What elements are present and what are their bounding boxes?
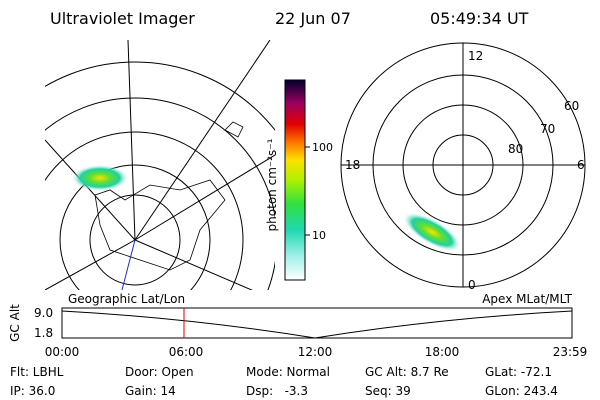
polar-label: Apex MLat/MLT [482, 292, 572, 306]
status: Flt: LBHL Door: Open Mode: Normal GC Alt: 8… [10, 365, 558, 398]
timeline-axis-label: GC Alt [8, 304, 22, 342]
timeline-y-label: 1.8 [34, 326, 53, 340]
status-field: GC Alt: 8.7 Re [365, 365, 449, 379]
status-field: Gain: 14 [125, 384, 176, 398]
mlat-label: 70 [540, 122, 555, 136]
status-field: Flt: LBHL [10, 365, 64, 379]
altitude-curve [61, 310, 573, 339]
geo-label: Geographic Lat/Lon [68, 292, 185, 306]
colorbar-tick-label: 10 [312, 229, 326, 242]
mlat-label: 80 [508, 142, 523, 156]
colorbar-tick-label: 100 [312, 141, 333, 154]
status-field: Door: Open [125, 365, 194, 379]
mlt-label: 12 [468, 49, 483, 63]
mlat-label: 60 [564, 99, 579, 113]
status-field: GLon: 243.4 [485, 384, 558, 398]
geo-map [45, 40, 275, 290]
colorbar [284, 79, 306, 281]
status-field: Seq: 39 [365, 384, 411, 398]
status-field: Mode: Normal [246, 365, 330, 379]
status-field: IP: 36.0 [10, 384, 55, 398]
timeline-y-label: 9.0 [34, 306, 53, 320]
mlt-label: 0 [468, 278, 476, 292]
instrument: Ultraviolet Imager [50, 9, 195, 28]
colorbar-unit: photon cm⁻²s⁻¹ [265, 138, 279, 231]
status-field: GLat: -72.1 [485, 365, 552, 379]
status-field: Dsp: -3.3 [246, 384, 308, 398]
mlt-label: 6 [577, 158, 585, 172]
time-label: 23:59 [553, 345, 588, 359]
time: 05:49:34 UT [430, 9, 529, 28]
time-label: 18:00 [425, 345, 460, 359]
timeline-frame [61, 307, 573, 339]
time-label: 12:00 [298, 345, 333, 359]
polar-grid [340, 42, 586, 288]
mlt-label: 18 [345, 158, 360, 172]
time-label: 00:00 [45, 345, 80, 359]
date: 22 Jun 07 [275, 9, 351, 28]
time-label: 06:00 [169, 345, 204, 359]
aurora [403, 212, 461, 252]
